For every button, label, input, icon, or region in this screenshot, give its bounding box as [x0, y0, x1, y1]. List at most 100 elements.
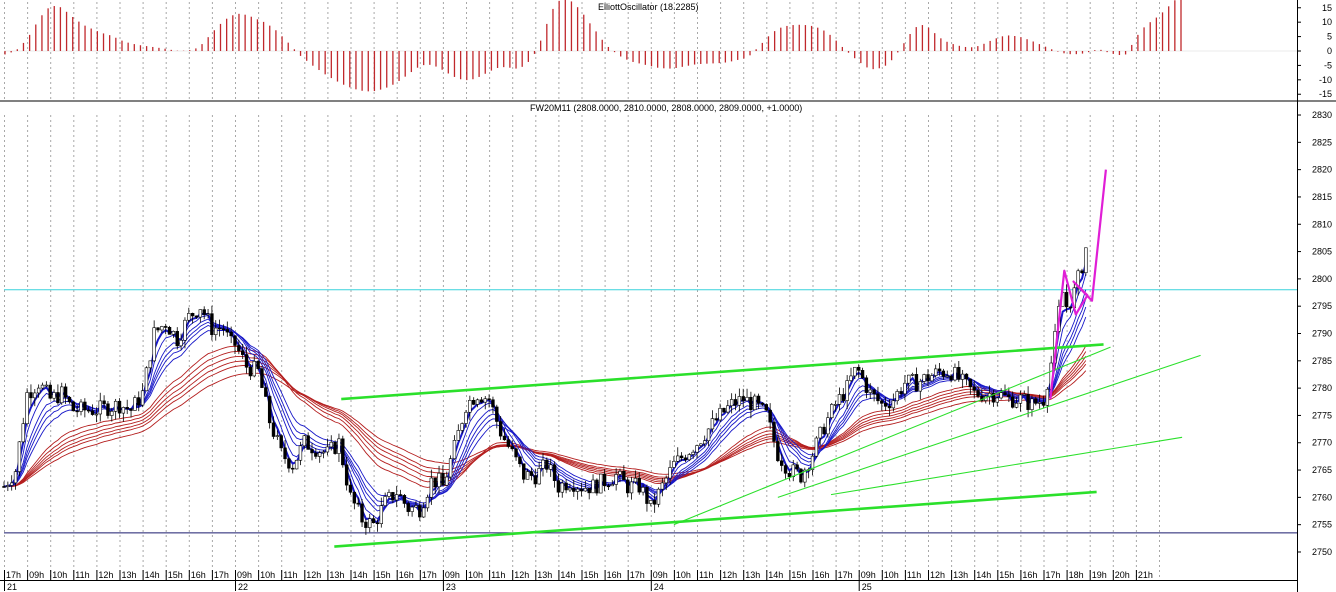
candle-body	[826, 417, 830, 435]
candle-body	[602, 473, 607, 487]
candle-body	[683, 457, 688, 461]
candle-body	[606, 485, 611, 488]
candle-body	[67, 396, 72, 403]
candle-body	[298, 445, 303, 461]
candle-body	[760, 402, 765, 405]
candle-body	[491, 399, 495, 408]
time-tick-label: 16h	[399, 570, 414, 580]
candle-body	[279, 435, 283, 449]
oscillator-tick-label: 5	[1327, 32, 1332, 42]
candle-body	[94, 413, 99, 416]
candle-body	[321, 451, 326, 454]
candle-body	[21, 423, 25, 443]
candle-body	[144, 367, 149, 392]
candle-body	[175, 331, 179, 347]
candle-body	[599, 473, 603, 494]
candle-body	[52, 392, 56, 399]
candle-body	[125, 407, 129, 410]
candle-body	[695, 445, 699, 453]
time-tick-label: 12h	[722, 570, 737, 580]
candle-body	[271, 422, 276, 437]
candle-body	[753, 395, 757, 411]
candle-body	[337, 438, 341, 454]
candle-body	[341, 438, 345, 466]
candle-body	[302, 435, 306, 447]
time-tick-label: 16h	[191, 570, 206, 580]
candle-body	[383, 496, 387, 506]
candle-body	[591, 479, 595, 494]
time-tick-label: 15h	[999, 570, 1014, 580]
candle-body	[487, 398, 491, 401]
candle-body	[140, 390, 145, 406]
candle-body	[830, 404, 834, 418]
candle-body	[529, 471, 534, 476]
time-tick-label: 12h	[514, 570, 529, 580]
candle-body	[949, 375, 953, 381]
candle-body	[283, 447, 287, 460]
candle-body	[190, 313, 195, 317]
candle-body	[348, 484, 353, 493]
candle-body	[40, 384, 45, 389]
candle-body	[910, 374, 915, 376]
candle-body	[398, 494, 403, 496]
candle-body	[583, 487, 588, 492]
candle-body	[56, 392, 60, 404]
candle-body	[387, 492, 391, 497]
candle-body	[787, 472, 792, 477]
candle-body	[868, 389, 872, 393]
candle-body	[745, 396, 749, 402]
candle-body	[1030, 398, 1034, 410]
candle-body	[548, 464, 553, 470]
candle-body	[260, 368, 264, 388]
candle-body	[137, 397, 141, 406]
candle-body	[471, 399, 476, 405]
candle-body	[876, 393, 880, 402]
price-tick-label: 2760	[1312, 492, 1332, 502]
candle-body	[225, 329, 229, 333]
oscillator-tick-label: 0	[1327, 46, 1332, 56]
price-tick-label: 2800	[1312, 274, 1332, 284]
candle-body	[518, 456, 522, 465]
candle-body	[1014, 402, 1019, 408]
candle-body	[1041, 401, 1046, 406]
candle-body	[1045, 388, 1050, 406]
candle-body	[83, 401, 87, 411]
price-tick-label: 2785	[1312, 356, 1332, 366]
oscillator-title: ElliottOscillator (18.2285)	[598, 2, 699, 12]
candle-body	[375, 522, 380, 525]
time-tick-label: 15h	[791, 570, 806, 580]
time-tick-label: 14h	[560, 570, 575, 580]
time-tick-label: 11h	[907, 570, 921, 580]
candle-body	[198, 309, 203, 318]
candle-body	[991, 393, 996, 403]
candle-body	[968, 378, 973, 388]
candle-body	[772, 421, 776, 442]
trendline	[334, 490, 1097, 548]
candle-body	[294, 459, 299, 470]
candle-body	[233, 335, 237, 346]
time-tick-label: 16h	[1022, 570, 1037, 580]
candle-body	[156, 327, 160, 331]
candle-body	[537, 468, 541, 485]
candle-body	[572, 487, 576, 492]
candle-body	[379, 505, 383, 524]
candle-body	[445, 476, 449, 486]
candle-body	[325, 446, 330, 453]
candle-body	[818, 426, 822, 439]
candle-body	[710, 418, 715, 430]
candle-body	[202, 309, 206, 315]
candle-body	[102, 400, 106, 405]
candle-body	[883, 403, 888, 407]
candle-body	[368, 518, 372, 528]
candle-body	[552, 464, 557, 481]
candle-body	[887, 406, 892, 409]
candle-body	[464, 411, 468, 424]
candle-body	[656, 488, 661, 505]
elliott-projection-line	[1049, 169, 1107, 400]
candle-body	[718, 407, 722, 421]
candle-body	[645, 487, 649, 504]
time-tick-label: 13h	[745, 570, 760, 580]
price-tick-label: 2770	[1312, 438, 1332, 448]
candle-body	[1010, 396, 1015, 408]
trendline	[673, 346, 1111, 526]
